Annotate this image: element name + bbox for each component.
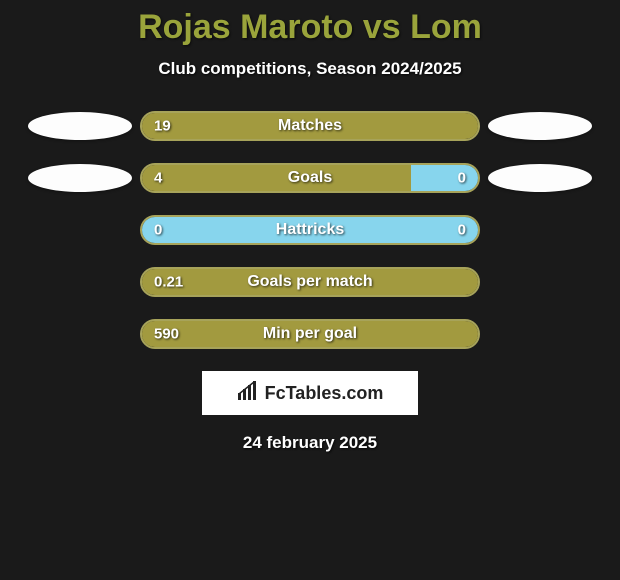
stat-label: Goals per match: [247, 273, 372, 291]
stat-label: Hattricks: [276, 221, 344, 239]
site-logo[interactable]: FcTables.com: [202, 371, 418, 415]
bar-fill-right: [411, 165, 478, 191]
badge-slot-left: [20, 268, 140, 296]
stat-value-left: 19: [154, 118, 171, 135]
stat-row-goals-per-match: 0.21 Goals per match: [0, 267, 620, 297]
stat-row-goals: 4 Goals 0: [0, 163, 620, 193]
stat-value-left: 0: [154, 222, 162, 239]
stat-bar: 4 Goals 0: [140, 163, 480, 193]
stat-bar: 590 Min per goal: [140, 319, 480, 349]
stat-row-matches: 19 Matches: [0, 111, 620, 141]
logo-text: FcTables.com: [265, 383, 384, 404]
stat-bar: 19 Matches: [140, 111, 480, 141]
stats-card: Rojas Maroto vs Lom Club competitions, S…: [0, 0, 620, 580]
badge-slot-right: [480, 216, 600, 244]
player-badge-right: [488, 112, 592, 140]
stat-label: Goals: [288, 169, 332, 187]
badge-slot-right: [480, 268, 600, 296]
page-title: Rojas Maroto vs Lom: [0, 8, 620, 47]
badge-slot-left: [20, 216, 140, 244]
bar-fill-left: [142, 165, 411, 191]
badge-slot-left: [20, 112, 140, 140]
stat-value-right: 0: [458, 222, 466, 239]
date-text: 24 february 2025: [0, 433, 620, 453]
stat-value-left: 4: [154, 170, 162, 187]
subtitle: Club competitions, Season 2024/2025: [0, 59, 620, 79]
badge-slot-left: [20, 164, 140, 192]
stat-value-left: 0.21: [154, 274, 183, 291]
badge-slot-right: [480, 320, 600, 348]
stat-value-left: 590: [154, 326, 179, 343]
badge-slot-right: [480, 112, 600, 140]
stat-label: Matches: [278, 117, 342, 135]
badge-slot-right: [480, 164, 600, 192]
stat-row-hattricks: 0 Hattricks 0: [0, 215, 620, 245]
player-badge-left: [28, 164, 132, 192]
stat-row-min-per-goal: 590 Min per goal: [0, 319, 620, 349]
chart-icon: [237, 381, 259, 406]
stat-bar: 0.21 Goals per match: [140, 267, 480, 297]
player-badge-right: [488, 164, 592, 192]
stat-label: Min per goal: [263, 325, 357, 343]
stat-bar: 0 Hattricks 0: [140, 215, 480, 245]
badge-slot-left: [20, 320, 140, 348]
stat-value-right: 0: [458, 170, 466, 187]
player-badge-left: [28, 112, 132, 140]
